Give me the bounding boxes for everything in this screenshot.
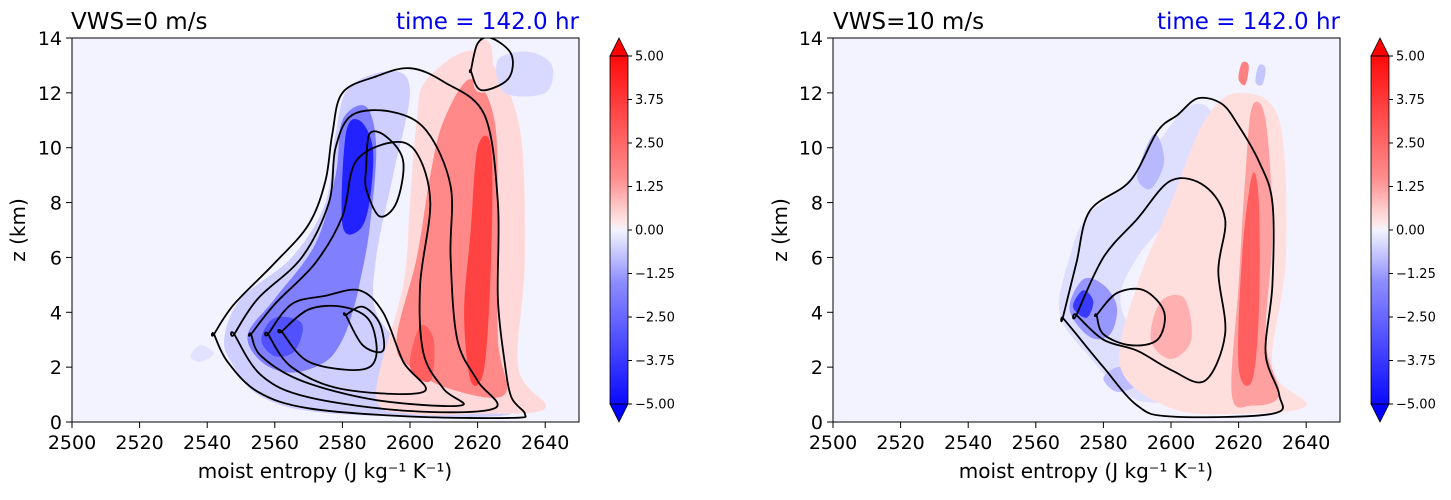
y-tick-label: 0 xyxy=(811,412,823,434)
y-tick-label: 14 xyxy=(799,28,823,50)
plot-frame xyxy=(71,37,580,423)
panel-right-time: time = 142.0 hr xyxy=(1157,9,1341,35)
y-tick-label: 14 xyxy=(38,28,62,50)
plot-area-right: 2500 2520 2540 2560 2580 2600 2620 2640 0 2 4 6 8 10 1… xyxy=(799,28,1341,454)
filled-contour-region xyxy=(464,135,493,386)
x-tick-label: 2580 xyxy=(318,432,366,454)
colorbar-tick-label: −1.25 xyxy=(635,267,675,282)
x-tick-label: 2560 xyxy=(1012,432,1060,454)
colorbar-tick-label: −3.75 xyxy=(1396,354,1436,369)
contour-line xyxy=(248,140,465,407)
filled-contour-region xyxy=(1255,64,1266,86)
panel-left-ylabel: z (km) xyxy=(6,198,30,262)
colorbar-tick-label: 0.00 xyxy=(635,224,664,239)
y-tick-label: 6 xyxy=(811,247,823,269)
colorbar-tick-label: 1.25 xyxy=(635,180,664,195)
colorbar-tick-label: 2.50 xyxy=(1396,137,1425,152)
colorbar-tick-label: 3.75 xyxy=(635,93,664,108)
x-tick-label: 2520 xyxy=(876,432,924,454)
x-tick-label: 2500 xyxy=(809,432,857,454)
y-tick-label: 4 xyxy=(811,302,823,324)
x-tick-label: 2640 xyxy=(521,432,569,454)
filled-contour-region xyxy=(1238,61,1249,86)
colorbar-tick-label: 5.00 xyxy=(635,50,664,65)
filled-contour-region xyxy=(190,345,214,362)
filled-contour-region xyxy=(496,51,554,97)
plot-frame xyxy=(832,37,1341,423)
x-tick-label: 2500 xyxy=(48,432,96,454)
colorbar-extend-min xyxy=(1370,403,1390,423)
colorbar-tick-label: −5.00 xyxy=(635,398,675,413)
y-tick-label: 12 xyxy=(799,83,823,105)
y-tick-label: 6 xyxy=(50,247,62,269)
x-tick-label: 2620 xyxy=(453,432,501,454)
plot-area-left: 2500 2520 2540 2560 2580 2600 2620 2640 0 2 4 6 8 10 1… xyxy=(38,28,580,454)
panel-left-title: VWS=0 m/s xyxy=(71,9,207,35)
panel-left-time: time = 142.0 hr xyxy=(396,9,580,35)
colorbar-gradient xyxy=(1371,56,1389,404)
filled-contour-region xyxy=(473,39,494,93)
contour-line xyxy=(277,304,378,371)
colorbar-tick-label: −2.50 xyxy=(1396,311,1436,326)
contour-line xyxy=(1060,96,1284,419)
y-tick-label: 4 xyxy=(50,302,62,324)
colorbar-tick-label: −5.00 xyxy=(1396,398,1436,413)
panel-right-ylabel: z (km) xyxy=(768,198,792,262)
y-tick-label: 8 xyxy=(811,193,823,215)
filled-contour-region xyxy=(1238,172,1260,386)
contour-line xyxy=(1093,287,1166,347)
x-tick-label: 2600 xyxy=(1147,432,1195,454)
colorbar-gradient xyxy=(610,56,628,404)
contour-line xyxy=(210,67,527,419)
contour-line xyxy=(342,305,386,354)
filled-contour-region xyxy=(341,118,374,235)
x-tick-label: 2540 xyxy=(944,432,992,454)
x-tick-label: 2640 xyxy=(1282,432,1330,454)
y-tick-label: 10 xyxy=(799,138,823,160)
colorbar-extend-max xyxy=(1370,37,1390,57)
panel-right: VWS=10 m/s time = 142.0 hr 2500 2520 2540 2… xyxy=(768,9,1436,483)
x-tick-label: 2540 xyxy=(183,432,231,454)
x-tick-label: 2560 xyxy=(251,432,299,454)
contour-line xyxy=(364,130,405,218)
panel-right-xlabel: moist entropy (J kg⁻¹ K⁻¹) xyxy=(959,459,1213,483)
contour-line xyxy=(230,109,499,414)
contour-line xyxy=(264,288,427,395)
colorbar-right: 5.00 3.75 2.50 1.25 0.00 −1.25 −2.50 −3.75 −5.00 xyxy=(1370,37,1436,423)
colorbar-tick-label: 0.00 xyxy=(1396,224,1425,239)
y-tick-label: 12 xyxy=(38,83,62,105)
panel-left: VWS=0 m/s time = 142.0 hr 2500 2520 2540 25… xyxy=(6,9,675,483)
panel-left-xlabel: moist entropy (J kg⁻¹ K⁻¹) xyxy=(198,459,452,483)
colorbar-tick-label: 1.25 xyxy=(1396,180,1425,195)
colorbar-tick-label: −3.75 xyxy=(635,354,675,369)
colorbar-tick-label: −2.50 xyxy=(635,311,675,326)
colorbar-tick-label: 5.00 xyxy=(1396,50,1425,65)
colorbar-extend-max xyxy=(609,37,629,57)
contour-line xyxy=(468,38,514,92)
y-tick-label: 2 xyxy=(811,357,823,379)
colorbar-tick-label: −1.25 xyxy=(1396,267,1436,282)
y-tick-label: 8 xyxy=(50,193,62,215)
y-tick-label: 2 xyxy=(50,357,62,379)
x-tick-label: 2620 xyxy=(1214,432,1262,454)
x-tick-label: 2600 xyxy=(386,432,434,454)
y-tick-label: 10 xyxy=(38,138,62,160)
contour-line xyxy=(1072,177,1227,384)
colorbar-tick-label: 3.75 xyxy=(1396,93,1425,108)
panel-right-title: VWS=10 m/s xyxy=(833,9,984,35)
x-tick-label: 2520 xyxy=(115,432,163,454)
colorbar-tick-label: 2.50 xyxy=(635,137,664,152)
filled-contour-region xyxy=(1137,133,1165,190)
colorbar-left: 5.00 3.75 2.50 1.25 0.00 −1.25 −2.50 −3.75 −5.00 xyxy=(609,37,675,423)
filled-contour-region xyxy=(1150,294,1192,359)
y-tick-label: 0 xyxy=(50,412,62,434)
x-tick-label: 2580 xyxy=(1079,432,1127,454)
colorbar-extend-min xyxy=(609,403,629,423)
